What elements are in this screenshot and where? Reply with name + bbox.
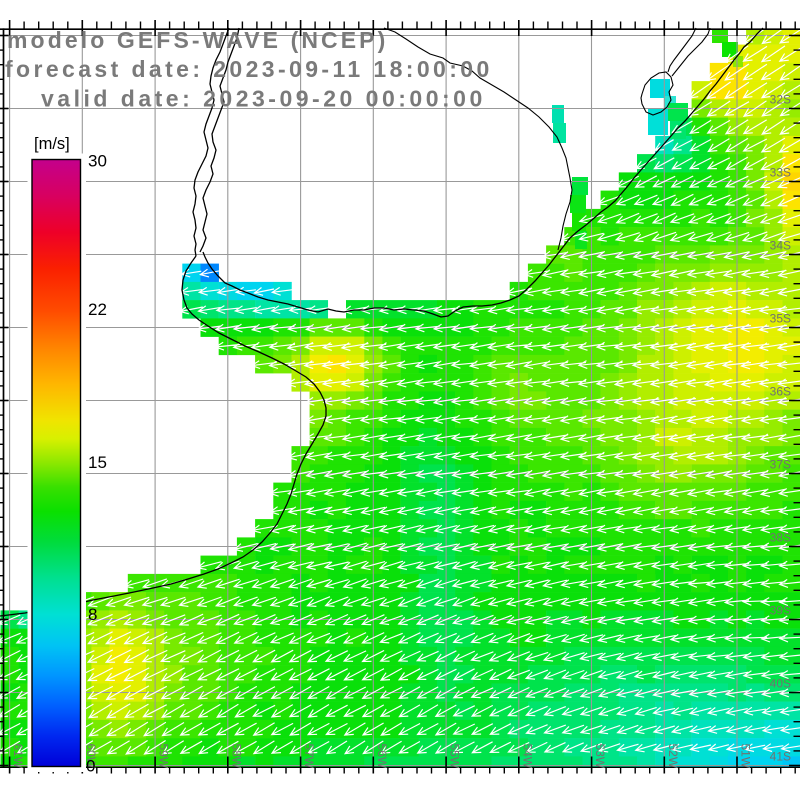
svg-text:39S: 39S [770, 604, 791, 618]
svg-text:modelo GEFS-WAVE (NCEP): modelo GEFS-WAVE (NCEP) [7, 27, 388, 53]
svg-text:53W: 53W [593, 744, 607, 769]
svg-text:38S: 38S [770, 531, 791, 545]
svg-text:37S: 37S [770, 458, 791, 472]
svg-text:35S: 35S [770, 312, 791, 326]
svg-text:22: 22 [88, 300, 107, 319]
svg-text:[m/s]: [m/s] [34, 135, 70, 153]
svg-text:15: 15 [88, 453, 107, 472]
svg-text:34S: 34S [770, 239, 791, 253]
svg-text:32S: 32S [770, 93, 791, 107]
svg-text:30: 30 [88, 152, 107, 171]
svg-text:54W: 54W [520, 744, 534, 769]
svg-text:40S: 40S [770, 677, 791, 691]
svg-text:valid date: 2023-09-20 00:00:0: valid date: 2023-09-20 00:00:00 [41, 86, 486, 112]
svg-text:41S: 41S [770, 750, 791, 764]
svg-text:8: 8 [88, 605, 97, 624]
svg-text:36S: 36S [770, 385, 791, 399]
svg-text:51W: 51W [739, 744, 753, 769]
svg-text:59W: 59W [157, 744, 171, 769]
svg-text:61W: 61W [11, 744, 25, 769]
svg-text:57W: 57W [302, 744, 316, 769]
svg-text:forecast date: 2023-09-11 18:0: forecast date: 2023-09-11 18:00:00 [5, 56, 493, 82]
svg-text:56W: 56W [375, 744, 389, 769]
svg-text:55W: 55W [448, 744, 462, 769]
svg-text:58W: 58W [229, 744, 243, 769]
svg-text:60W: 60W [84, 744, 98, 769]
svg-text:33S: 33S [770, 166, 791, 180]
svg-text:52W: 52W [666, 744, 680, 769]
svg-text:0: 0 [86, 757, 95, 776]
